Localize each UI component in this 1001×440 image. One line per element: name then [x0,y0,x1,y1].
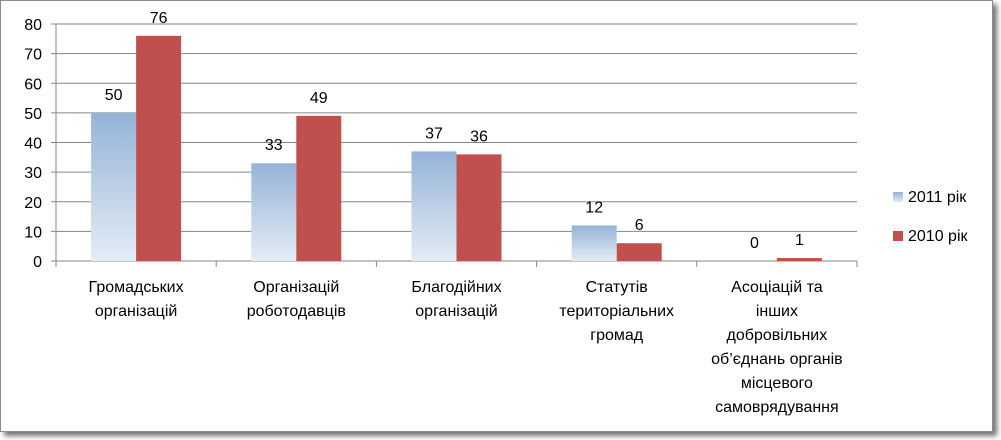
y-tick-label: 0 [33,254,42,271]
bar-series-2 [456,154,502,261]
data-label: 76 [150,10,168,27]
y-tick-label: 80 [24,17,42,34]
category-label: Благодійних [411,279,501,296]
data-label: 33 [265,137,283,154]
bar-series-2 [136,35,182,261]
category-label: громад [590,327,644,344]
data-label: 6 [635,217,644,234]
y-tick-label: 30 [24,165,42,182]
bars [91,35,822,262]
y-tick-label: 60 [24,76,42,93]
legend: 2011 рік 2010 рік [893,189,968,245]
category-label: місцевого [741,375,813,392]
bar-series-1 [251,163,297,261]
y-tick-label: 10 [24,224,42,241]
data-label: 12 [585,199,603,216]
legend-swatch [893,231,903,241]
category-label: організацій [415,303,497,320]
bar-series-2 [616,243,662,261]
category-label: Асоціацій та [731,279,823,296]
data-label: 37 [425,125,443,142]
category-labels: Громадських організацій Організацій роботод… [89,279,843,416]
bar-series-1 [411,151,457,261]
y-tick-label: 40 [24,136,42,153]
bar-series-2 [776,258,822,261]
bar-series-1 [91,112,137,261]
category-label: організацій [95,303,177,320]
category-label: роботодавців [247,303,346,320]
bar-series-2 [296,115,342,262]
category-label: Організацій [253,279,339,296]
category-label: добровільних [727,327,828,344]
category-label: об’єднань органів [711,351,843,368]
data-labels: 50 76 33 49 37 36 12 6 0 1 [105,10,804,252]
data-label: 50 [105,87,123,104]
data-label: 0 [750,235,759,252]
category-label: територіальних [559,303,674,320]
category-label: самоврядування [715,399,839,416]
bar-series-1 [571,225,617,261]
category-label: Громадських [89,279,184,296]
data-label: 1 [795,232,804,249]
category-label: Статутів [586,279,648,296]
legend-label: 2010 рік [908,228,968,245]
y-tick-label: 70 [24,47,42,64]
y-tick-label: 20 [24,195,42,212]
y-tick-label: 50 [24,106,42,123]
data-label: 36 [470,128,488,145]
category-label: інших [756,303,798,320]
legend-swatch [893,192,903,202]
data-label: 49 [310,90,328,107]
legend-label: 2011 рік [908,189,967,206]
